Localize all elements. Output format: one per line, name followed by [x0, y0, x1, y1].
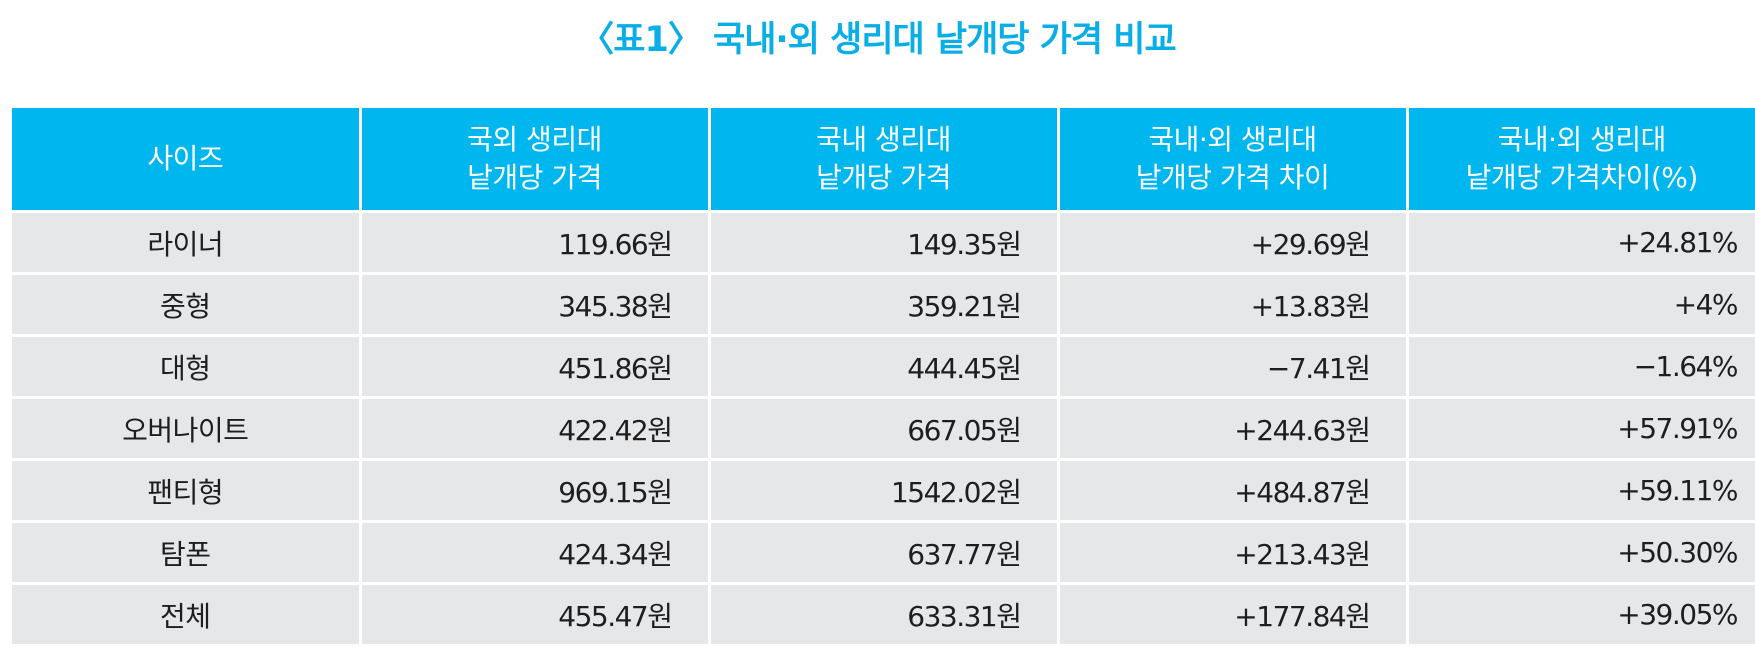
table-row: 오버나이트 422.42원 667.05원 +244.63원 +57.91% [12, 396, 1755, 460]
cell-size: 라이너 [12, 210, 362, 274]
header-line: 국내·외 생리대 [1497, 123, 1667, 156]
header-line: 낱개당 가격 차이 [1135, 161, 1330, 194]
cell-foreign-price: 345.38원 [360, 272, 711, 336]
cell-size: 전체 [12, 582, 362, 644]
cell-price-difference: +244.63원 [1058, 396, 1409, 460]
header-line: 국외 생리대 [467, 123, 602, 156]
header-line: 국내 생리대 [816, 123, 951, 156]
table-row: 중형 345.38원 359.21원 +13.83원 +4% [12, 272, 1755, 336]
table-row: 팬티형 969.15원 1542.02원 +484.87원 +59.11% [12, 458, 1755, 522]
cell-domestic-price: 667.05원 [709, 396, 1060, 460]
cell-price-difference-percent: +24.81% [1407, 210, 1755, 274]
table-row: 탐폰 424.34원 637.77원 +213.43원 +50.30% [12, 520, 1755, 584]
table-row: 라이너 119.66원 149.35원 +29.69원 +24.81% [12, 210, 1755, 274]
table-header: 사이즈 국외 생리대 낱개당 가격 국내 생리대 낱개당 가격 국내·외 생리대… [12, 108, 1755, 212]
header-price-difference: 국내·외 생리대 낱개당 가격 차이 [1058, 108, 1409, 212]
header-price-difference-percent: 국내·외 생리대 낱개당 가격차이(%) [1407, 108, 1755, 212]
cell-size: 대형 [12, 334, 362, 398]
header-line: 사이즈 [147, 142, 224, 175]
table-row: 전체 455.47원 633.31원 +177.84원 +39.05% [12, 582, 1755, 644]
cell-domestic-price: 637.77원 [709, 520, 1060, 584]
cell-size: 중형 [12, 272, 362, 336]
cell-price-difference-percent: +59.11% [1407, 458, 1755, 522]
table-row: 대형 451.86원 444.45원 −7.41원 −1.64% [12, 334, 1755, 398]
header-row: 사이즈 국외 생리대 낱개당 가격 국내 생리대 낱개당 가격 국내·외 생리대… [12, 108, 1755, 212]
cell-foreign-price: 969.15원 [360, 458, 711, 522]
price-comparison-table-wrapper: 사이즈 국외 생리대 낱개당 가격 국내 생리대 낱개당 가격 국내·외 생리대… [12, 108, 1755, 644]
cell-foreign-price: 455.47원 [360, 582, 711, 644]
cell-foreign-price: 451.86원 [360, 334, 711, 398]
cell-domestic-price: 633.31원 [709, 582, 1060, 644]
cell-price-difference: +484.87원 [1058, 458, 1409, 522]
header-domestic-price: 국내 생리대 낱개당 가격 [709, 108, 1060, 212]
price-comparison-table: 사이즈 국외 생리대 낱개당 가격 국내 생리대 낱개당 가격 국내·외 생리대… [12, 108, 1755, 644]
cell-domestic-price: 359.21원 [709, 272, 1060, 336]
table-title: 〈표1〉 국내·외 생리대 낱개당 가격 비교 [579, 20, 1176, 60]
cell-size: 오버나이트 [12, 396, 362, 460]
cell-domestic-price: 1542.02원 [709, 458, 1060, 522]
cell-price-difference: −7.41원 [1058, 334, 1409, 398]
cell-foreign-price: 424.34원 [360, 520, 711, 584]
header-line: 낱개당 가격 [467, 161, 602, 194]
cell-price-difference-percent: +39.05% [1407, 582, 1755, 644]
cell-size: 탐폰 [12, 520, 362, 584]
cell-domestic-price: 149.35원 [709, 210, 1060, 274]
cell-price-difference: +29.69원 [1058, 210, 1409, 274]
cell-price-difference: +13.83원 [1058, 272, 1409, 336]
header-foreign-price: 국외 생리대 낱개당 가격 [360, 108, 711, 212]
cell-foreign-price: 422.42원 [360, 396, 711, 460]
cell-price-difference-percent: +4% [1407, 272, 1755, 336]
header-size: 사이즈 [12, 108, 362, 212]
cell-domestic-price: 444.45원 [709, 334, 1060, 398]
cell-price-difference-percent: −1.64% [1407, 334, 1755, 398]
cell-price-difference-percent: +50.30% [1407, 520, 1755, 584]
cell-price-difference: +213.43원 [1058, 520, 1409, 584]
header-line: 낱개당 가격 [816, 161, 951, 194]
cell-price-difference-percent: +57.91% [1407, 396, 1755, 460]
cell-size: 팬티형 [12, 458, 362, 522]
table-body: 라이너 119.66원 149.35원 +29.69원 +24.81% 중형 3… [12, 210, 1755, 644]
cell-price-difference: +177.84원 [1058, 582, 1409, 644]
header-line: 국내·외 생리대 [1148, 123, 1317, 156]
header-line: 낱개당 가격차이(%) [1465, 161, 1699, 194]
cell-foreign-price: 119.66원 [360, 210, 711, 274]
